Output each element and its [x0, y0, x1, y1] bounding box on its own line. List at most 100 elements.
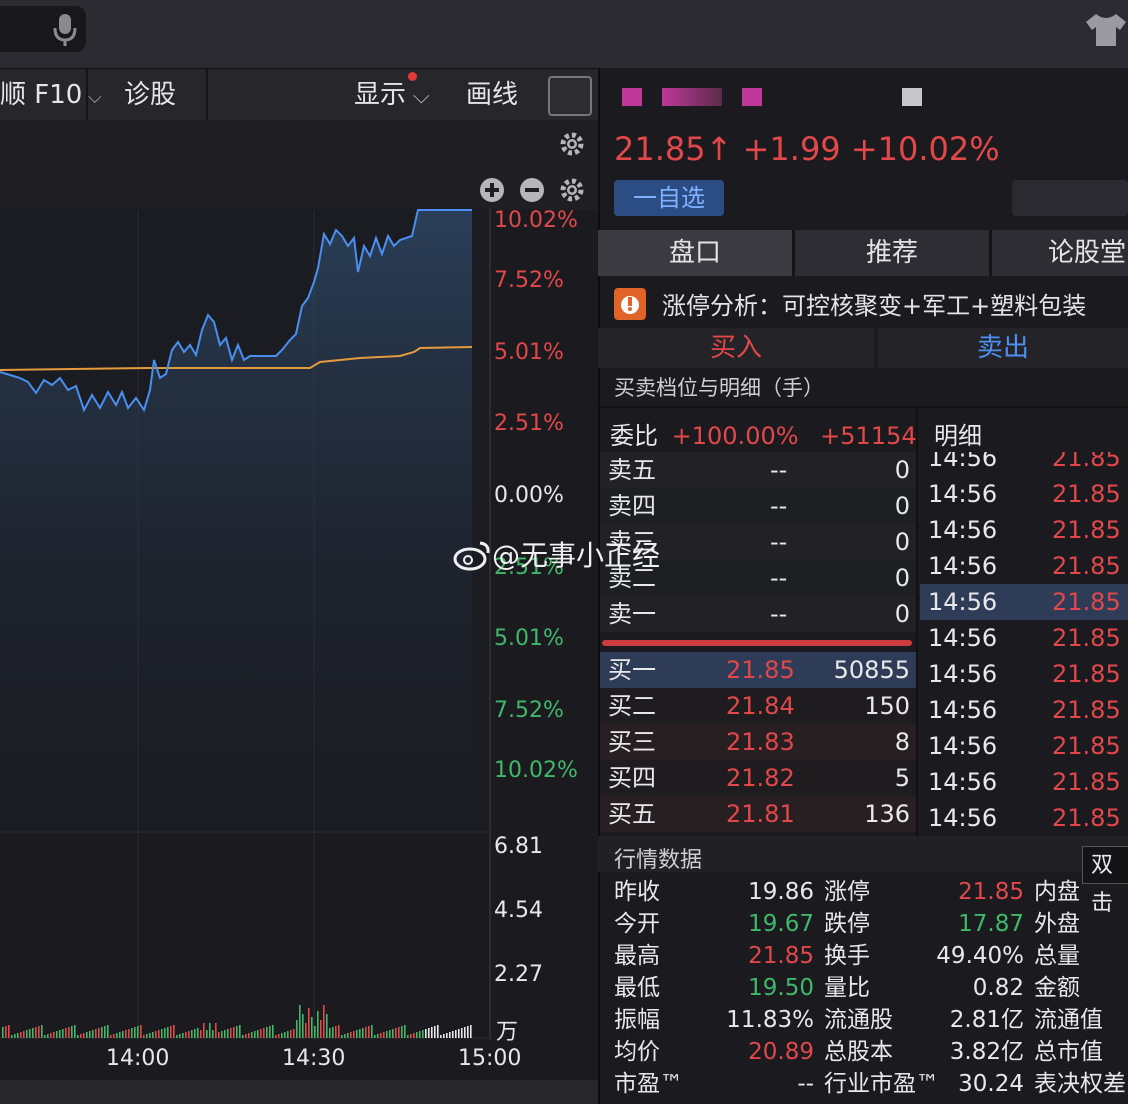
- volume-bar: [260, 1029, 262, 1038]
- volume-bar: [176, 1035, 178, 1038]
- volume-bar: [200, 1030, 202, 1038]
- ask-row[interactable]: 卖一 -- 0: [600, 596, 916, 632]
- ask-price: --: [770, 492, 788, 520]
- ask-volume: 0: [894, 456, 910, 484]
- stat-label: 行业市盈™: [824, 1071, 939, 1097]
- volume-bar: [122, 1031, 124, 1038]
- detail-time: 14:56: [928, 732, 998, 760]
- volume-bar: [113, 1034, 115, 1038]
- bid-row[interactable]: 买一 21.85 50855: [600, 652, 916, 688]
- intraday-chart[interactable]: [0, 208, 598, 1104]
- sell-button[interactable]: 卖出: [878, 328, 1128, 368]
- volume-bar: [89, 1031, 91, 1038]
- volume-bar: [401, 1026, 403, 1038]
- limit-up-analysis[interactable]: 涨停分析：可控核聚变+军工+塑料包装: [662, 286, 1128, 328]
- stat-label: 表决权差: [1034, 1071, 1126, 1097]
- volume-bar: [179, 1034, 181, 1038]
- chart-settings-icon[interactable]: [558, 176, 586, 208]
- stock-name-redacted: [662, 88, 722, 106]
- volume-bar: [32, 1028, 34, 1038]
- volume-bar: [170, 1026, 172, 1038]
- volume-bar: [47, 1034, 49, 1038]
- detail-price: 21.85: [1052, 696, 1121, 724]
- bid-row[interactable]: 买四 21.82 5: [600, 760, 916, 796]
- volume-bar: [419, 1031, 421, 1038]
- watermark-text: @无事小正经: [492, 539, 661, 572]
- bid-row[interactable]: 买三 21.83 8: [600, 724, 916, 760]
- ask-row[interactable]: 卖三 -- 0: [600, 524, 916, 560]
- draw-line-button[interactable]: 画线: [466, 80, 519, 110]
- bid-row[interactable]: 买五 21.81 136: [600, 796, 916, 832]
- settings-icon[interactable]: [558, 130, 586, 162]
- volume-bar: [236, 1026, 238, 1038]
- trade-detail-row: 14:56 21.85: [920, 656, 1128, 692]
- axis-label-pct: 10.02%: [494, 758, 578, 783]
- blurred-button[interactable]: [1012, 180, 1128, 216]
- volume-bar: [41, 1025, 43, 1038]
- volume-bar: [458, 1029, 460, 1038]
- bid-price: 21.81: [726, 800, 795, 828]
- volume-bar: [224, 1030, 226, 1038]
- volume-bar: [197, 1028, 199, 1038]
- volume-bar: [410, 1034, 412, 1038]
- volume-bar: [452, 1031, 454, 1038]
- volume-bar: [413, 1033, 415, 1038]
- volume-bar: [416, 1032, 418, 1038]
- layout-toggle-icon[interactable]: [548, 76, 592, 116]
- volume-bar: [284, 1032, 286, 1038]
- display-button[interactable]: 显示 ⌵: [354, 80, 430, 110]
- volume-bar: [323, 1005, 325, 1038]
- volume-bar: [11, 1035, 13, 1038]
- volume-bar: [299, 1005, 301, 1038]
- stat-label: 市盈™: [614, 1071, 683, 1097]
- volume-bar: [17, 1033, 19, 1038]
- search-input[interactable]: [0, 6, 86, 52]
- volume-bar: [359, 1029, 361, 1038]
- ask-row[interactable]: 卖二 -- 0: [600, 560, 916, 596]
- volume-bar: [272, 1025, 274, 1038]
- bid-volume: 50855: [833, 656, 910, 684]
- volume-bar: [167, 1027, 169, 1038]
- stat-value: 21.85: [748, 943, 814, 969]
- zoom-in-icon[interactable]: [478, 176, 506, 208]
- volume-bar: [446, 1033, 448, 1038]
- ask-row[interactable]: 卖四 -- 0: [600, 488, 916, 524]
- zoom-out-icon[interactable]: [518, 176, 546, 208]
- volume-bar: [83, 1033, 85, 1038]
- diagnose-button[interactable]: 诊股: [124, 80, 177, 110]
- buy-button[interactable]: 买入: [598, 328, 874, 368]
- volume-bar: [248, 1033, 250, 1038]
- f10-button[interactable]: 顺 F10 ⌵: [0, 80, 102, 110]
- volume-bar: [374, 1035, 376, 1038]
- volume-bar: [29, 1029, 31, 1038]
- market-data-row: 市盈™ -- 行业市盈™ 30.24 表决权差: [614, 1068, 1128, 1100]
- weibo-icon: [453, 541, 490, 571]
- tab-order-book[interactable]: 盘口: [598, 230, 792, 276]
- bid-row[interactable]: 买二 21.84 150: [600, 688, 916, 724]
- stat-label: 外盘: [1034, 911, 1080, 937]
- volume-bar: [14, 1034, 16, 1038]
- ask-price: --: [770, 600, 788, 628]
- volume-bar: [128, 1029, 130, 1038]
- skin-icon[interactable]: [1084, 12, 1128, 52]
- stat-value: 19.86: [748, 879, 814, 905]
- ask-row[interactable]: 卖五 -- 0: [600, 452, 916, 488]
- tab-forum[interactable]: 论股堂: [1048, 238, 1127, 268]
- bid-price: 21.85: [726, 656, 795, 684]
- market-data-row: 最低 19.50 量比 0.82 金额: [614, 972, 1128, 1004]
- volume-bar: [329, 1028, 331, 1038]
- volume-bar: [317, 1011, 319, 1038]
- volume-bar: [26, 1030, 28, 1038]
- add-watchlist-button[interactable]: 一自选: [614, 180, 724, 216]
- tab-recommend[interactable]: 推荐: [865, 238, 918, 268]
- volume-bar: [125, 1030, 127, 1038]
- volume-bar: [140, 1025, 142, 1038]
- ask-level-label: 卖五: [608, 456, 656, 484]
- volume-bar: [245, 1034, 247, 1038]
- volume-bar: [290, 1030, 292, 1038]
- volume-bar: [356, 1030, 358, 1038]
- microphone-icon[interactable]: [52, 12, 78, 52]
- axis-label-pct: 2.51%: [494, 555, 564, 580]
- stat-value: 2.81亿: [949, 1007, 1024, 1033]
- volume-bar: [203, 1023, 205, 1038]
